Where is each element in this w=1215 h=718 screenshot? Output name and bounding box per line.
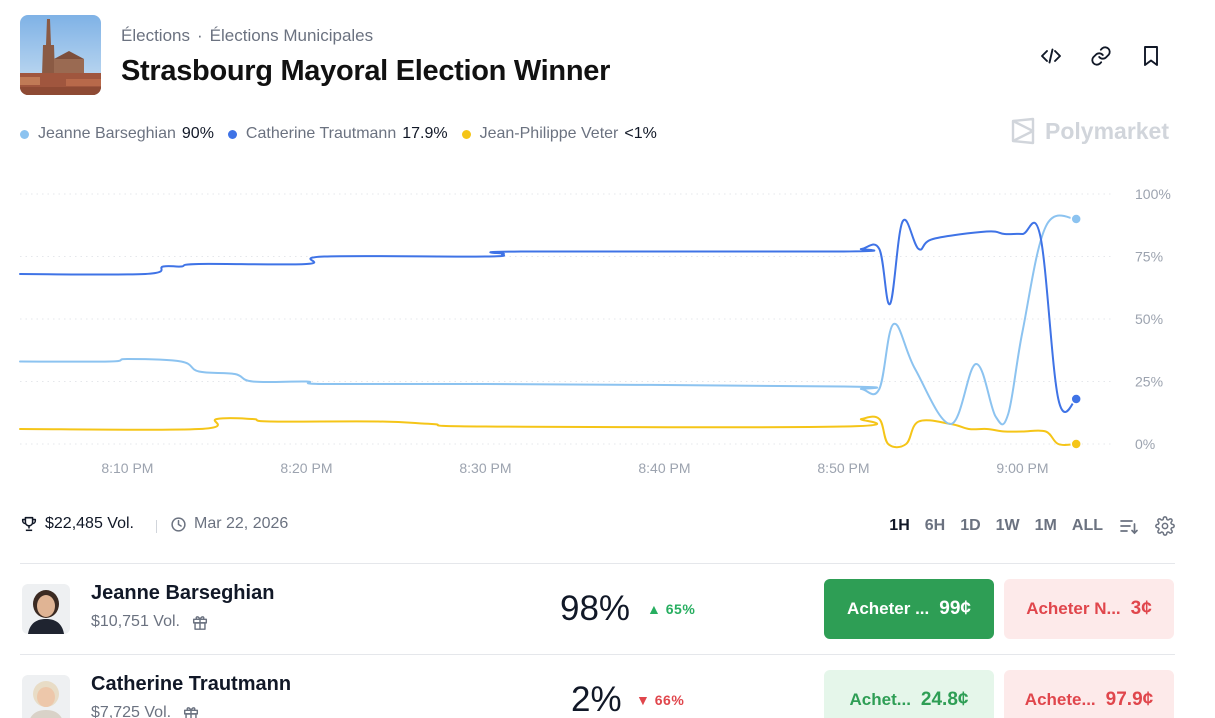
legend-name: Jean-Philippe Veter — [479, 125, 619, 142]
polymarket-logo-icon — [1011, 117, 1035, 145]
brand-name: Polymarket — [1045, 117, 1170, 144]
series-line-trautmann — [19, 218, 1078, 413]
x-axis-ticks: 8:10 PM 8:20 PM 8:30 PM 8:40 PM 8:50 PM 9:00 … — [101, 460, 1048, 476]
end-date-value: Mar 22, 2026 — [194, 515, 289, 532]
outcome-volume-value: $7,725 Vol. — [91, 704, 172, 718]
code-embed-icon[interactable] — [1038, 43, 1064, 69]
buy-no-button[interactable]: Acheter N... 3¢ — [1004, 579, 1174, 639]
polymarket-logo: Polymarket — [1010, 117, 1169, 145]
divider — [20, 654, 1175, 655]
legend-dot-barseghian — [20, 129, 29, 139]
y-axis-ticks: 100% 75% 50% 25% 0% — [1135, 186, 1171, 452]
x-tick-label: 8:30 PM — [459, 460, 511, 476]
legend-dot-veter — [461, 129, 471, 139]
time-range-selector: 1H 6H 1D 1W 1M ALL — [874, 512, 1175, 540]
buy-yes-button[interactable]: Achet... 24.8¢ — [824, 670, 994, 718]
range-1h[interactable]: 1H — [889, 517, 910, 534]
buy-yes-price: 99¢ — [939, 598, 971, 619]
y-tick-label: 25% — [1135, 374, 1163, 390]
price-history-chart[interactable]: 100% 75% 50% 25% 0% 8:10 PM 8:20 PM 8:30 PM 8:4… — [0, 175, 1215, 490]
outcome-volume-value: $10,751 Vol. — [91, 613, 180, 630]
x-tick-label: 8:20 PM — [280, 460, 332, 476]
outcome-probability: 98% — [560, 589, 631, 628]
buy-yes-button[interactable]: Acheter ... 99¢ — [824, 579, 994, 639]
buy-yes-label: Acheter ... — [847, 599, 930, 618]
series-line-barseghian — [19, 214, 1078, 426]
series-line-veter — [19, 415, 1078, 449]
divider — [156, 520, 157, 533]
end-date: Mar 22, 2026 — [170, 515, 288, 533]
triangle-up-icon: ▲ — [647, 601, 662, 617]
breadcrumb: Élections · Élections Municipales — [121, 26, 373, 46]
market-stats-bar: $22,485 Vol. Mar 22, 2026 1H 6H 1D 1W 1M… — [20, 512, 1175, 540]
market-thumbnail-cathedral — [20, 15, 101, 95]
outcome-row-barseghian[interactable]: Jeanne Barseghian $10,751 Vol. 98% ▲ 65%… — [20, 564, 1175, 654]
buy-no-label: Achete... — [1024, 690, 1096, 709]
breadcrumb-subcategory[interactable]: Élections Municipales — [209, 26, 374, 45]
buy-no-label: Acheter N... — [1026, 599, 1121, 618]
chart-series — [19, 213, 1082, 450]
y-tick-label: 0% — [1135, 436, 1155, 452]
series-endpoint-trautmann — [1070, 393, 1082, 405]
chart-grid — [20, 193, 1112, 445]
series-endpoint-veter — [1070, 438, 1082, 450]
settings-gear-icon[interactable] — [1155, 516, 1175, 536]
divider — [20, 563, 1175, 564]
link-icon[interactable] — [1088, 43, 1114, 69]
legend-value: 17.9% — [402, 125, 448, 142]
outcome-row-trautmann[interactable]: Catherine Trautmann $7,725 Vol. 2% ▼ 66%… — [20, 655, 1175, 718]
breadcrumb-separator: · — [196, 26, 203, 45]
avatar-barseghian — [22, 584, 70, 634]
outcome-change: ▲ 65% — [647, 601, 695, 617]
x-tick-label: 9:00 PM — [996, 460, 1048, 476]
gift-icon[interactable] — [182, 704, 200, 718]
y-tick-label: 50% — [1135, 311, 1163, 327]
outcome-name: Jeanne Barseghian — [91, 582, 275, 604]
outcome-volume: $10,751 Vol. — [91, 613, 209, 631]
outcome-volume: $7,725 Vol. — [91, 704, 200, 718]
legend-name: Jeanne Barseghian — [38, 125, 176, 142]
buy-no-price: 3¢ — [1130, 598, 1152, 619]
legend-name: Catherine Trautmann — [245, 125, 397, 142]
bookmark-icon[interactable] — [1138, 43, 1164, 69]
gift-icon[interactable] — [191, 613, 209, 631]
legend-value: <1% — [624, 125, 657, 142]
clock-icon — [171, 516, 186, 532]
series-endpoint-barseghian — [1070, 213, 1082, 225]
avatar-trautmann — [22, 675, 70, 718]
sort-icon[interactable] — [1119, 516, 1139, 536]
x-tick-label: 8:50 PM — [817, 460, 869, 476]
trophy-icon — [21, 516, 37, 532]
total-volume-value: $22,485 Vol. — [45, 515, 134, 532]
range-1d[interactable]: 1D — [960, 517, 981, 534]
y-tick-label: 75% — [1135, 249, 1163, 265]
outcome-change: ▼ 66% — [636, 692, 684, 708]
breadcrumb-category[interactable]: Élections — [121, 26, 190, 45]
outcome-name: Catherine Trautmann — [91, 673, 292, 695]
buy-no-button[interactable]: Achete... 97.9¢ — [1004, 670, 1174, 718]
triangle-down-icon: ▼ — [636, 692, 651, 708]
range-1m[interactable]: 1M — [1034, 517, 1057, 534]
buy-yes-price: 24.8¢ — [920, 689, 969, 710]
y-tick-label: 100% — [1135, 186, 1171, 202]
range-1w[interactable]: 1W — [995, 517, 1020, 534]
legend-item-veter: Jean-Philippe Veter <1% — [461, 125, 657, 143]
buy-yes-label: Achet... — [849, 690, 911, 709]
legend-value: 90% — [181, 125, 214, 142]
chart-legend: Jeanne Barseghian 90% Catherine Trautman… — [20, 123, 671, 145]
buy-no-price: 97.9¢ — [1105, 689, 1154, 710]
range-all[interactable]: ALL — [1071, 517, 1103, 534]
legend-item-trautmann: Catherine Trautmann 17.9% — [227, 125, 448, 143]
market-header: Élections · Élections Municipales Strasbou… — [20, 15, 1180, 97]
page-title: Strasbourg Mayoral Election Winner — [121, 55, 611, 87]
legend-dot-trautmann — [227, 129, 237, 139]
x-tick-label: 8:40 PM — [638, 460, 690, 476]
x-tick-label: 8:10 PM — [101, 460, 153, 476]
range-6h[interactable]: 6H — [924, 517, 946, 534]
outcome-change-value: 65% — [665, 601, 696, 617]
outcome-change-value: 66% — [654, 692, 685, 708]
total-volume: $22,485 Vol. — [20, 515, 134, 533]
legend-item-barseghian: Jeanne Barseghian 90% — [20, 125, 214, 143]
outcome-probability: 2% — [571, 680, 622, 718]
